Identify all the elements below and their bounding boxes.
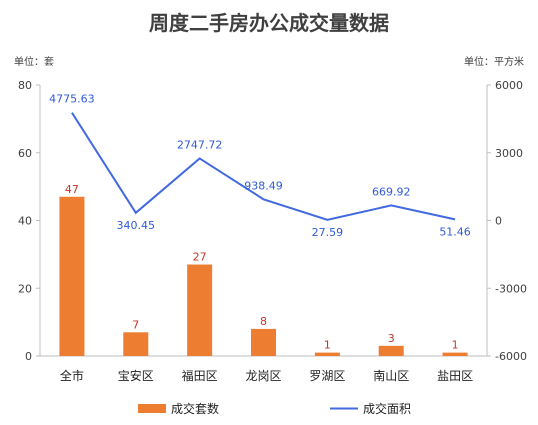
right-axis-ticks: -6000 -3000 0 3000 6000 [487,79,527,363]
bar-value-label: 1 [452,339,459,352]
line-value-label: 27.59 [312,226,344,239]
bar [378,345,404,356]
category-labels: 全市 宝安区 福田区 龙岗区 罗湖区 南山区 盐田区 [60,368,473,383]
bar [442,352,468,356]
category-label: 宝安区 [118,368,154,383]
chart-title: 周度二手房办公成交量数据 [149,11,389,35]
line-series: 4775.63 340.45 2747.72 938.49 27.59 669.92 51.… [49,93,471,239]
line-value-label: 51.46 [439,225,471,238]
left-tick-label: 40 [18,215,32,228]
category-label: 龙岗区 [245,369,281,383]
line-value-label: 938.49 [244,179,283,192]
right-axis-unit: 单位：平方米 [464,55,524,68]
bar [314,352,340,356]
right-tick-label: 6000 [495,79,523,92]
bar [251,328,276,356]
right-tick-label: 3000 [495,147,523,160]
bar-value-label: 7 [132,318,139,331]
bar [123,332,149,356]
bar-value-label: 1 [324,339,331,352]
bar-value-label: 47 [65,183,79,196]
line-value-label: 4775.63 [49,93,95,106]
bar [59,196,85,356]
left-tick-label: 60 [18,147,32,160]
bar [187,264,213,356]
line-value-label: 669.92 [372,185,411,198]
bar-series: 47 7 27 8 1 3 1 [59,183,468,356]
category-label: 罗湖区 [309,368,345,383]
right-tick-label: 0 [495,215,502,228]
legend-swatch-bar [138,404,166,413]
bar-value-label: 3 [388,332,395,345]
left-tick-label: 20 [18,282,32,295]
left-axis-unit: 单位：套 [14,55,54,68]
bar-value-label: 27 [193,251,207,264]
category-label: 全市 [60,368,84,383]
category-label: 福田区 [182,368,218,383]
left-axis-ticks: 0 20 40 60 80 [18,79,40,363]
legend-label-bar: 成交套数 [171,401,219,416]
line-value-label: 2747.72 [177,138,223,151]
category-label: 南山区 [373,368,409,383]
right-tick-label: -3000 [495,282,527,295]
category-label: 盐田区 [437,369,473,383]
bar-value-label: 8 [260,315,267,328]
left-tick-label: 0 [25,350,32,363]
right-tick-label: -6000 [495,350,527,363]
legend: 成交套数 成交面积 [138,401,411,416]
series-line [71,112,456,221]
left-tick-label: 80 [18,79,32,92]
line-value-label: 340.45 [117,219,156,232]
legend-label-line: 成交面积 [363,401,411,416]
